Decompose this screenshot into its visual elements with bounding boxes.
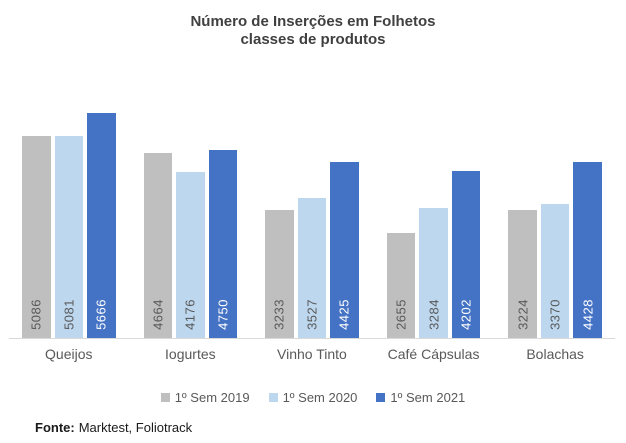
bar-value-label: 2655: [393, 299, 409, 330]
bar-1º-sem-2021-café-cápsulas: 4202: [451, 171, 481, 338]
bar-value-label: 4428: [580, 299, 596, 330]
legend: 1º Sem 2019 1º Sem 2020 1º Sem 2021: [0, 390, 626, 405]
bar-value-label: 4664: [150, 299, 166, 330]
bar-1º-sem-2020-vinho-tinto: 3527: [297, 198, 327, 338]
legend-marker-icon: [160, 393, 170, 402]
bar-1º-sem-2021-bolachas: 4428: [573, 162, 602, 338]
legend-label: 1º Sem 2021: [390, 390, 466, 405]
category-label-café-cápsulas: Café Cápsulas: [387, 346, 480, 362]
bar-1º-sem-2021-iogurtes: 4750: [208, 150, 238, 338]
category-label-iogurtes: Iogurtes: [165, 346, 216, 362]
bar-value-label: 3284: [426, 299, 442, 330]
bar-1º-sem-2019-vinho-tinto: 3233: [265, 210, 294, 338]
chart-title-line2: classes de produtos: [240, 31, 386, 48]
source-text: Marktest, Foliotrack: [78, 420, 193, 435]
bar-value-label: 4425: [336, 299, 352, 330]
legend-label: 1º Sem 2020: [282, 390, 358, 405]
bar-1º-sem-2019-iogurtes: 4664: [143, 153, 173, 338]
bar-value-label: 5666: [93, 299, 109, 330]
bar-1º-sem-2019-café-cápsulas: 2655: [386, 233, 416, 338]
legend-item-1º-sem-2021: 1º Sem 2021: [376, 390, 465, 405]
bar-1º-sem-2020-café-cápsulas: 3284: [419, 208, 448, 338]
bar-1º-sem-2020-bolachas: 3370: [540, 204, 570, 338]
category-label-vinho-tinto: Vinho Tinto: [277, 346, 347, 362]
bar-value-label: 3233: [271, 299, 287, 330]
bar-value-label: 4176: [182, 299, 198, 330]
bar-1º-sem-2019-bolachas: 3224: [508, 210, 537, 338]
chart-title-line1: Número de Inserções em Folhetos: [190, 13, 436, 30]
bar-value-label: 3224: [515, 299, 531, 330]
bar-value-label: 4202: [458, 299, 474, 330]
legend-marker-icon: [268, 393, 278, 402]
bar-value-label: 3370: [547, 299, 563, 330]
bar-1º-sem-2020-iogurtes: 4176: [176, 172, 205, 338]
bar-value-label: 4750: [215, 299, 231, 330]
plot-area: 5086 5081 5666 4664 4176 4750 3233 3527 4425 2655…: [9, 100, 615, 339]
bar-1º-sem-2021-queijos: 5666: [87, 113, 116, 338]
source-label: Fonte:: [35, 420, 75, 435]
chart-title: Número de Inserções em Folhetos classes …: [0, 13, 626, 49]
category-label-bolachas: Bolachas: [526, 346, 584, 362]
bar-value-label: 5081: [61, 299, 77, 330]
source-note: Fonte: Marktest, Foliotrack: [35, 420, 192, 435]
legend-item-1º-sem-2019: 1º Sem 2019: [160, 390, 250, 405]
bar-1º-sem-2019-queijos: 5086: [22, 136, 51, 338]
bar-value-label: 3527: [304, 299, 320, 330]
bar-1º-sem-2020-queijos: 5081: [54, 136, 83, 338]
legend-label: 1º Sem 2019: [174, 390, 250, 405]
bar-1º-sem-2021-vinho-tinto: 4425: [330, 162, 359, 338]
legend-item-1º-sem-2020: 1º Sem 2020: [268, 390, 358, 405]
legend-marker-icon: [376, 393, 386, 402]
category-label-queijos: Queijos: [45, 346, 93, 362]
bar-value-label: 5086: [28, 299, 44, 330]
